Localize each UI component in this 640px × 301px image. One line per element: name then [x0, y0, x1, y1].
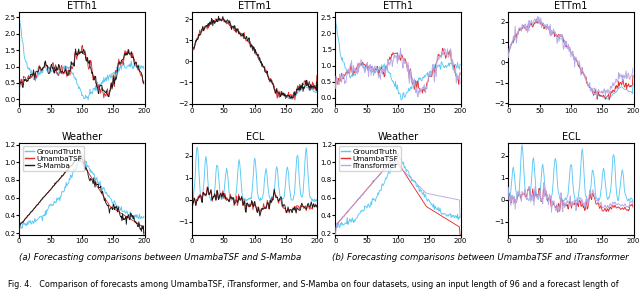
Title: ETTm1: ETTm1 — [238, 1, 271, 11]
Title: Weather: Weather — [378, 132, 419, 142]
Title: ETTh1: ETTh1 — [383, 1, 413, 11]
Legend: GroundTruth, UmambaTSF, S-Mamba: GroundTruth, UmambaTSF, S-Mamba — [23, 146, 84, 171]
Title: Weather: Weather — [61, 132, 102, 142]
Title: ECL: ECL — [562, 132, 580, 142]
Title: ETTm1: ETTm1 — [554, 1, 588, 11]
Text: (a) Forecasting comparisons between UmambaTSF and S-Mamba: (a) Forecasting comparisons between Umam… — [19, 253, 301, 262]
Title: ECL: ECL — [246, 132, 264, 142]
Text: Fig. 4.   Comparison of forecasts among UmambaTSF, iTransformer, and S-Mamba on : Fig. 4. Comparison of forecasts among Um… — [8, 281, 618, 290]
Legend: GroundTruth, UmambaTSF, iTransformer: GroundTruth, UmambaTSF, iTransformer — [339, 146, 401, 171]
Text: (b) Forecasting comparisons between UmambaTSF and iTransformer: (b) Forecasting comparisons between Umam… — [332, 253, 628, 262]
Title: ETTh1: ETTh1 — [67, 1, 97, 11]
